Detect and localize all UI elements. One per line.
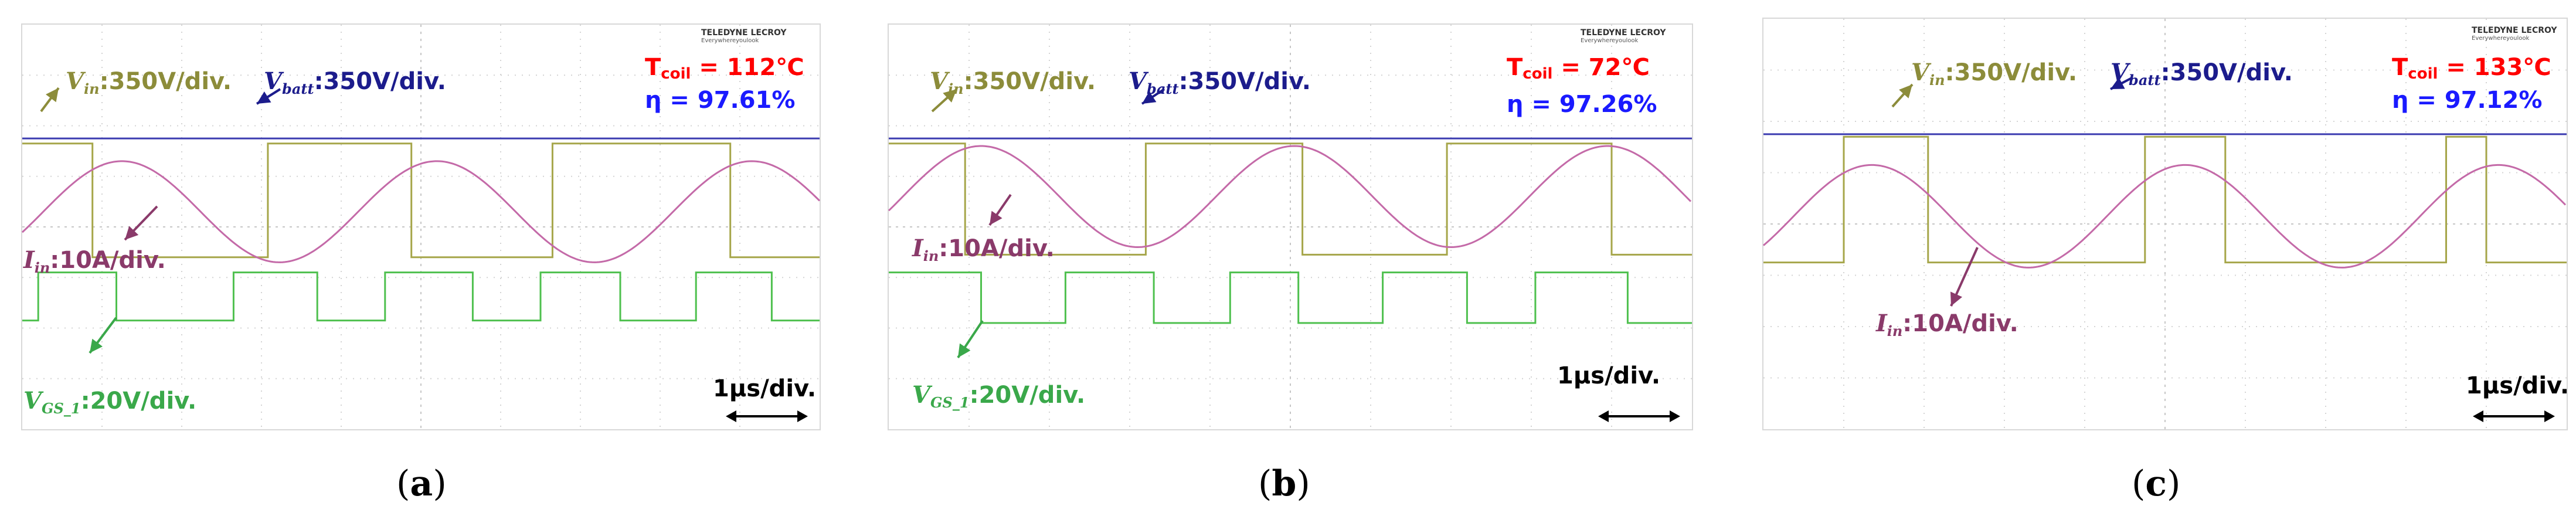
scope-screen-b [888,23,1693,430]
trace-vin-b [889,142,1692,256]
arrowhead-vin-b [943,89,957,103]
brand-name-b: TELEDYNE LECROY [1581,28,1666,38]
timebase-label-c: 1μs/div. [2466,372,2570,399]
eta-label-b: η = 97.26% [1507,91,1657,118]
waveform-plot-c [1763,19,2567,429]
arrowhead-vgs-b [958,343,971,358]
arrowhead-vbatt-b [1142,91,1157,104]
trace-iin-b [888,145,1692,249]
iin-label-c: Iin:10A/div. [1876,310,2018,339]
brand-name-a: TELEDYNE LECROY [701,28,787,38]
brand-tagline-b: Everywhereyoulook [1581,38,1639,44]
tcoil-value-a: = 112℃ [699,54,804,81]
scope-grid-b [889,25,1692,429]
vbatt-label-a: Vbatt:350V/div. [264,67,446,97]
tcoil-label-c: Tcoil = 133℃ [2392,54,2551,83]
arrowhead-iin-a [125,226,139,240]
iin-label-b: Iin:10A/div. [912,235,1055,264]
vbatt-label-b: Vbatt:350V/div. [1129,67,1311,97]
tcoil-value-c: = 133℃ [2446,54,2551,81]
arrowhead-vgs-a [90,338,103,353]
tcoil-label-a: Tcoil = 112℃ [645,54,804,83]
brand-logo-b: TELEDYNE LECROY Everywhereyoulook [1581,28,1666,44]
vin-label-a: Vin:350V/div. [66,67,232,97]
tcoil-value-b: = 72℃ [1561,54,1650,81]
caption-b: (b) [1258,463,1310,504]
vbatt-label-c: Vbatt:350V/div. [2111,59,2293,89]
eta-label-a: η = 97.61% [645,87,796,114]
caption-a: (a) [396,463,447,504]
timebase-arrow-b [1598,410,1680,422]
caption-c: (c) [2132,463,2181,504]
panel-b: TELEDYNE LECROY Everywhereyoulook Tcoil … [874,0,1706,523]
timebase-label-b: 1μs/div. [1557,362,1661,389]
eta-value-a: = 97.61% [670,87,796,114]
scope-screen-c [1762,18,2568,430]
trace-vgs-b [889,271,1692,324]
vin-label-c: Vin:350V/div. [1911,59,2078,89]
waveform-plot-b [888,25,1692,429]
panel-a: TELEDYNE LECROY Everywhereyoulook Tcoil … [0,0,832,523]
trace-vgs-a [22,271,820,322]
timebase-label-a: 1μs/div. [713,375,817,402]
arrowhead-vin-a [46,88,59,103]
timebase-arrow-c [2473,410,2555,422]
eta-label-c: η = 97.12% [2392,87,2543,114]
iin-label-a: Iin:10A/div. [23,246,166,276]
brand-tagline-c: Everywhereyoulook [2472,35,2530,42]
tcoil-label-b: Tcoil = 72℃ [1507,54,1650,83]
brand-tagline-a: Everywhereyoulook [701,38,759,44]
trace-vin-a [22,142,820,259]
trace-vin-c [1763,135,2567,264]
brand-name-c: TELEDYNE LECROY [2472,26,2557,35]
arrowhead-iin-b [990,210,1002,225]
brand-logo-a: TELEDYNE LECROY Everywhereyoulook [701,28,787,44]
trace-iin-a [21,160,821,263]
waveform-plot-a [21,25,821,429]
arrowhead-iin-c [1950,291,1963,306]
arrowhead-vin-c [1899,84,1912,99]
vgs-label-a: VGS_1:20V/div. [23,387,197,417]
arrowhead-vbatt-c [2111,77,2125,89]
arrowhead-vbatt-a [257,91,271,104]
scope-screen-a [21,23,821,430]
eta-value-b: = 97.26% [1531,91,1657,118]
panel-c: TELEDYNE LECROY Everywhereyoulook Tcoil … [1747,0,2576,523]
trace-iin-c [1763,164,2567,269]
eta-value-c: = 97.12% [2417,87,2543,114]
brand-logo-c: TELEDYNE LECROY Everywhereyoulook [2472,26,2557,42]
timebase-arrow-a [726,410,808,422]
vin-label-b: Vin:350V/div. [930,67,1096,97]
vgs-label-b: VGS_1:20V/div. [912,381,1086,411]
